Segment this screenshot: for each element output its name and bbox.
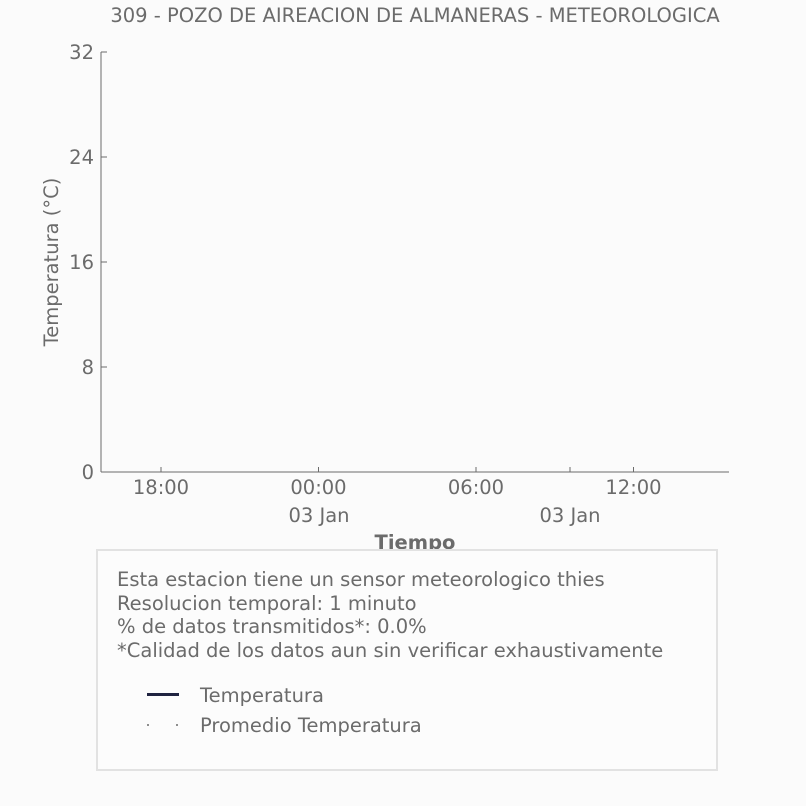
- x-axis-label: Tiempo: [375, 531, 456, 554]
- legend-label-temperatura: Temperatura: [200, 683, 324, 707]
- x-tick-label: 00:00: [290, 476, 346, 499]
- y-tick-label: 16: [69, 251, 94, 274]
- y-tick-label: 32: [69, 41, 94, 64]
- info-line-quality-note: *Calidad de los datos aun sin verificar …: [117, 638, 664, 662]
- station-info-box: Esta estacion tiene un sensor meteorolog…: [96, 549, 718, 771]
- y-tick-label: 8: [82, 356, 94, 379]
- y-tick-group: 0 8 16 24 32: [69, 41, 107, 484]
- legend-item-temperatura: Temperatura: [146, 680, 422, 710]
- legend: Temperatura Promedio Temperatura: [146, 680, 422, 740]
- legend-item-promedio: Promedio Temperatura: [146, 710, 422, 740]
- x-tick-label: 18:00: [133, 476, 189, 499]
- info-line-transmitted: % de datos transmitidos*: 0.0%: [117, 615, 427, 638]
- y-tick-label: 24: [69, 146, 94, 169]
- legend-swatch-dotted-line: [146, 710, 200, 740]
- info-line-sensor: Esta estacion tiene un sensor meteorolog…: [117, 568, 605, 591]
- info-line-resolution: Resolucion temporal: 1 minuto: [117, 591, 417, 615]
- x-date-label: 03 Jan: [288, 504, 349, 527]
- chart-title: 309 - POZO DE AIREACION DE ALMANERAS - M…: [110, 4, 720, 27]
- x-tick-label: 06:00: [448, 476, 504, 499]
- legend-swatch-solid-line: [146, 680, 200, 710]
- x-tick-label: 12:00: [605, 476, 661, 499]
- x-date-label: 03 Jan: [539, 504, 600, 527]
- legend-label-promedio: Promedio Temperatura: [200, 713, 422, 737]
- y-axis-label: Temperatura (°C): [40, 178, 63, 348]
- station-info-text: Esta estacion tiene un sensor meteorolog…: [117, 568, 663, 662]
- y-tick-label: 0: [82, 461, 94, 484]
